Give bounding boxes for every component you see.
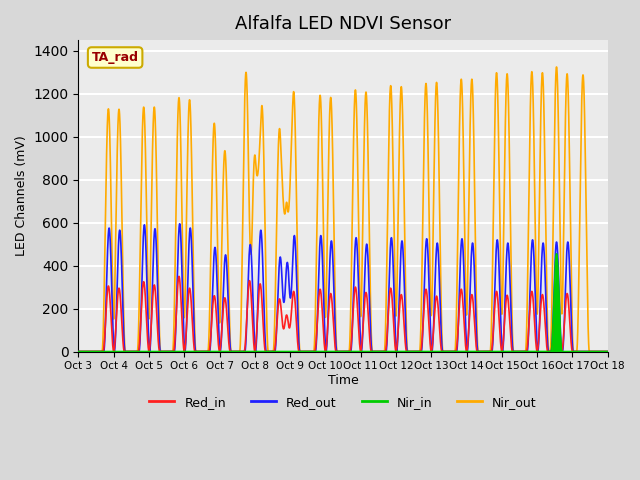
Text: TA_rad: TA_rad	[92, 51, 139, 64]
Legend: Red_in, Red_out, Nir_in, Nir_out: Red_in, Red_out, Nir_in, Nir_out	[144, 391, 542, 414]
Y-axis label: LED Channels (mV): LED Channels (mV)	[15, 135, 28, 256]
X-axis label: Time: Time	[328, 374, 358, 387]
Title: Alfalfa LED NDVI Sensor: Alfalfa LED NDVI Sensor	[235, 15, 451, 33]
